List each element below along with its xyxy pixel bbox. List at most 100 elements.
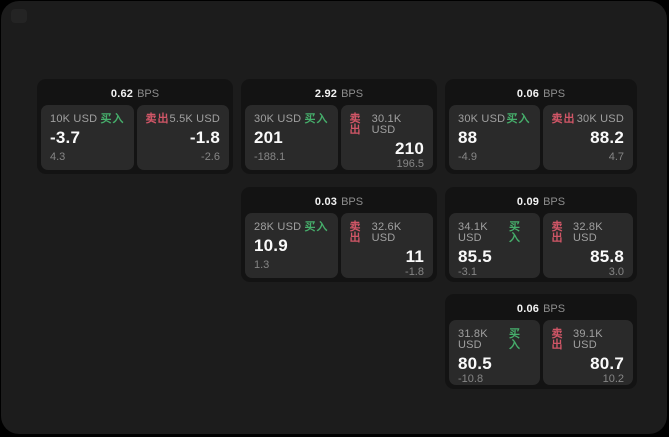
quote-card-5: 0.09 BPS 34.1K USD 买入 85.5 -3.1 卖出 32.8K… bbox=[445, 187, 637, 282]
buy-label: 买入 bbox=[506, 113, 531, 125]
sell-label: 卖出 bbox=[551, 328, 564, 351]
card-header: 2.92 BPS bbox=[245, 83, 433, 105]
sell-label: 卖出 bbox=[551, 113, 576, 125]
buy-sub-value: 1.3 bbox=[254, 259, 270, 271]
sell-amount: 39.1K USD bbox=[573, 328, 603, 351]
sell-amount: 30.1K USD bbox=[371, 113, 402, 136]
quote-card-6: 0.06 BPS 31.8K USD 买入 80.5 -10.8 卖出 39.1… bbox=[445, 294, 637, 389]
bps-value: 0.09 bbox=[516, 196, 540, 208]
sell-sub-value: 4.7 bbox=[608, 151, 624, 163]
sell-price: 85.8 bbox=[590, 247, 624, 266]
bps-value: 0.06 bbox=[516, 303, 540, 315]
sell-label: 卖出 bbox=[349, 221, 362, 244]
buy-sub-value: -4.9 bbox=[458, 151, 477, 163]
sell-amount: 32.8K USD bbox=[573, 221, 603, 244]
bps-unit-label: BPS bbox=[341, 88, 364, 100]
sell-price: -1.8 bbox=[189, 128, 220, 147]
buy-label: 买入 bbox=[304, 221, 329, 233]
buy-label: 买入 bbox=[508, 328, 521, 351]
buy-amount: 10K USD bbox=[50, 113, 98, 125]
buy-panel-top: 34.1K USD 买入 bbox=[458, 222, 531, 244]
sell-amount: 30K USD bbox=[576, 113, 624, 125]
buy-panel-top: 30K USD 买入 bbox=[254, 114, 329, 125]
sell-sub-value: 10.2 bbox=[602, 372, 624, 385]
sell-sub-value: -2.6 bbox=[201, 151, 220, 163]
buy-label: 买入 bbox=[100, 113, 125, 125]
card-body: 34.1K USD 买入 85.5 -3.1 卖出 32.8K USD 85.8… bbox=[449, 213, 633, 278]
buy-sub-value: -188.1 bbox=[254, 151, 286, 163]
sell-amount: 32.6K USD bbox=[371, 221, 402, 244]
quote-card-4: 0.03 BPS 28K USD 买入 10.9 1.3 卖出 32.6K US… bbox=[241, 187, 437, 282]
card-body: 30K USD 买入 88 -4.9 卖出 30K USD 88.2 4.7 bbox=[449, 105, 633, 170]
sell-sub-value: -1.8 bbox=[405, 265, 424, 278]
buy-amount: 31.8K USD bbox=[458, 328, 488, 351]
sell-panel[interactable]: 卖出 5.5K USD -1.8 -2.6 bbox=[136, 105, 229, 170]
buy-panel[interactable]: 34.1K USD 买入 85.5 -3.1 bbox=[449, 213, 540, 278]
card-body: 31.8K USD 买入 80.5 -10.8 卖出 39.1K USD 80.… bbox=[449, 320, 633, 385]
buy-price: 85.5 bbox=[458, 247, 492, 266]
card-header: 0.62 BPS bbox=[41, 83, 229, 105]
sell-label: 卖出 bbox=[349, 113, 362, 136]
card-header: 0.09 BPS bbox=[449, 191, 633, 213]
buy-panel[interactable]: 31.8K USD 买入 80.5 -10.8 bbox=[449, 320, 540, 385]
buy-amount: 34.1K USD bbox=[458, 221, 488, 244]
sell-label: 卖出 bbox=[551, 221, 564, 244]
buy-panel[interactable]: 30K USD 买入 88 -4.9 bbox=[449, 105, 540, 170]
sell-panel[interactable]: 卖出 39.1K USD 80.7 10.2 bbox=[542, 320, 633, 385]
sell-panel[interactable]: 卖出 32.8K USD 85.8 3.0 bbox=[542, 213, 633, 278]
card-body: 28K USD 买入 10.9 1.3 卖出 32.6K USD 11 -1.8 bbox=[245, 213, 433, 278]
sell-panel-top: 卖出 32.8K USD bbox=[552, 222, 625, 244]
buy-sub-value: 4.3 bbox=[50, 151, 66, 163]
card-header: 0.06 BPS bbox=[449, 298, 633, 320]
quote-card-1: 0.62 BPS 10K USD 买入 -3.7 4.3 卖出 5.5K USD… bbox=[37, 79, 233, 174]
buy-price: 80.5 bbox=[458, 354, 492, 373]
sell-sub-value: 3.0 bbox=[608, 265, 624, 278]
buy-price: 201 bbox=[254, 128, 283, 147]
sell-panel[interactable]: 卖出 32.6K USD 11 -1.8 bbox=[340, 213, 433, 278]
bps-unit-label: BPS bbox=[543, 196, 566, 208]
sell-price: 210 bbox=[395, 139, 424, 158]
buy-panel[interactable]: 10K USD 买入 -3.7 4.3 bbox=[41, 105, 134, 170]
buy-panel[interactable]: 28K USD 买入 10.9 1.3 bbox=[245, 213, 338, 278]
bps-value: 0.06 bbox=[516, 88, 540, 100]
buy-sub-value: -3.1 bbox=[458, 265, 477, 278]
sell-panel[interactable]: 卖出 30K USD 88.2 4.7 bbox=[542, 105, 633, 170]
buy-amount: 28K USD bbox=[254, 221, 302, 233]
buy-price: -3.7 bbox=[50, 128, 81, 147]
bps-unit-label: BPS bbox=[341, 196, 364, 208]
sell-panel-top: 卖出 32.6K USD bbox=[350, 222, 425, 244]
card-body: 30K USD 买入 201 -188.1 卖出 30.1K USD 210 1… bbox=[245, 105, 433, 170]
buy-panel-top: 28K USD 买入 bbox=[254, 222, 329, 233]
sell-panel[interactable]: 卖出 30.1K USD 210 196.5 bbox=[340, 105, 433, 170]
buy-panel[interactable]: 30K USD 买入 201 -188.1 bbox=[245, 105, 338, 170]
sell-panel-top: 卖出 5.5K USD bbox=[146, 114, 221, 125]
sell-price: 11 bbox=[405, 247, 424, 266]
bps-unit-label: BPS bbox=[543, 88, 566, 100]
sell-panel-top: 卖出 39.1K USD bbox=[552, 329, 625, 351]
bps-value: 0.03 bbox=[314, 196, 338, 208]
sell-amount: 5.5K USD bbox=[169, 113, 221, 125]
sell-panel-top: 卖出 30K USD bbox=[552, 114, 625, 125]
buy-panel-top: 31.8K USD 买入 bbox=[458, 329, 531, 351]
sell-label: 卖出 bbox=[145, 113, 170, 125]
card-header: 0.06 BPS bbox=[449, 83, 633, 105]
quote-card-3: 0.06 BPS 30K USD 买入 88 -4.9 卖出 30K USD 8… bbox=[445, 79, 637, 174]
buy-panel-top: 10K USD 买入 bbox=[50, 114, 125, 125]
bps-value: 2.92 bbox=[314, 88, 338, 100]
bps-value: 0.62 bbox=[110, 88, 134, 100]
buy-price: 10.9 bbox=[254, 236, 288, 255]
card-body: 10K USD 买入 -3.7 4.3 卖出 5.5K USD -1.8 -2.… bbox=[41, 105, 229, 170]
buy-price: 88 bbox=[458, 128, 478, 147]
sell-sub-value: 196.5 bbox=[396, 157, 424, 170]
bps-unit-label: BPS bbox=[543, 303, 566, 315]
sell-panel-top: 卖出 30.1K USD bbox=[350, 114, 425, 136]
bps-unit-label: BPS bbox=[137, 88, 160, 100]
sell-price: 88.2 bbox=[590, 128, 624, 147]
quote-card-2: 2.92 BPS 30K USD 买入 201 -188.1 卖出 30.1K … bbox=[241, 79, 437, 174]
buy-panel-top: 30K USD 买入 bbox=[458, 114, 531, 125]
app-logo-icon bbox=[11, 9, 27, 23]
buy-label: 买入 bbox=[508, 221, 521, 244]
buy-amount: 30K USD bbox=[458, 113, 506, 125]
